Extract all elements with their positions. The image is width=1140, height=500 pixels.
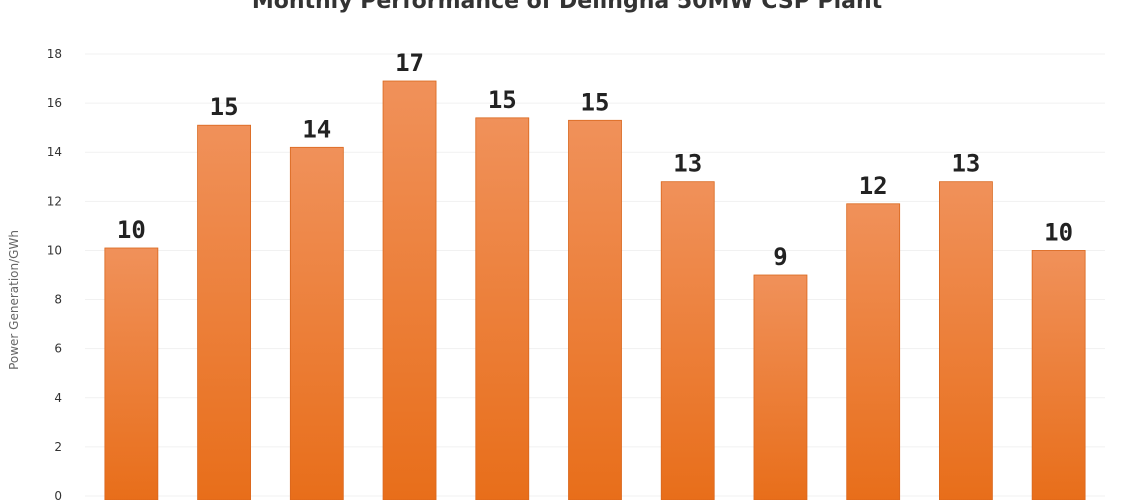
bar-value-label: 14 bbox=[302, 115, 331, 143]
bar bbox=[846, 203, 901, 500]
y-tick-label: 4 bbox=[54, 391, 62, 405]
y-axis-label: Power Generation/GWh bbox=[7, 230, 21, 370]
bar-value-label: 10 bbox=[117, 216, 146, 244]
y-tick-label: 6 bbox=[54, 342, 62, 356]
bar-value-label: 13 bbox=[673, 150, 702, 178]
y-tick-label: 16 bbox=[47, 96, 62, 110]
bar bbox=[289, 146, 344, 500]
bar-value-label: 10 bbox=[1044, 218, 1073, 246]
bar-value-label: 15 bbox=[581, 88, 610, 116]
y-axis-ticks: 0 2 4 6 8 10 12 14 16 18 bbox=[47, 47, 62, 500]
y-tick-label: 2 bbox=[54, 440, 62, 454]
bar-value-label: 13 bbox=[951, 150, 980, 178]
bar-value-label: 12 bbox=[859, 172, 888, 200]
bar bbox=[1031, 250, 1086, 500]
bar bbox=[475, 117, 530, 500]
y-tick-label: 18 bbox=[47, 47, 62, 61]
y-tick-label: 8 bbox=[54, 293, 62, 307]
chart-title: Monthly Performance of Delingha 50MW CSP… bbox=[252, 0, 883, 14]
data-labels: 10 15 14 17 15 15 13 9 12 13 10 bbox=[117, 49, 1073, 271]
bar bbox=[753, 274, 808, 500]
bars bbox=[104, 80, 1086, 500]
bar bbox=[660, 181, 715, 500]
bar bbox=[939, 181, 993, 500]
bar-value-label: 15 bbox=[488, 86, 517, 114]
y-tick-label: 12 bbox=[47, 194, 62, 208]
bar-value-label: 15 bbox=[210, 93, 239, 121]
y-tick-label: 14 bbox=[47, 145, 62, 159]
bar-value-label: 9 bbox=[773, 243, 787, 271]
bar bbox=[197, 124, 251, 500]
y-tick-label: 0 bbox=[54, 489, 62, 500]
bar bbox=[104, 247, 159, 500]
y-tick-label: 10 bbox=[47, 243, 62, 257]
bar-value-label: 17 bbox=[395, 49, 424, 77]
bar bbox=[382, 80, 437, 500]
bar bbox=[568, 119, 622, 500]
